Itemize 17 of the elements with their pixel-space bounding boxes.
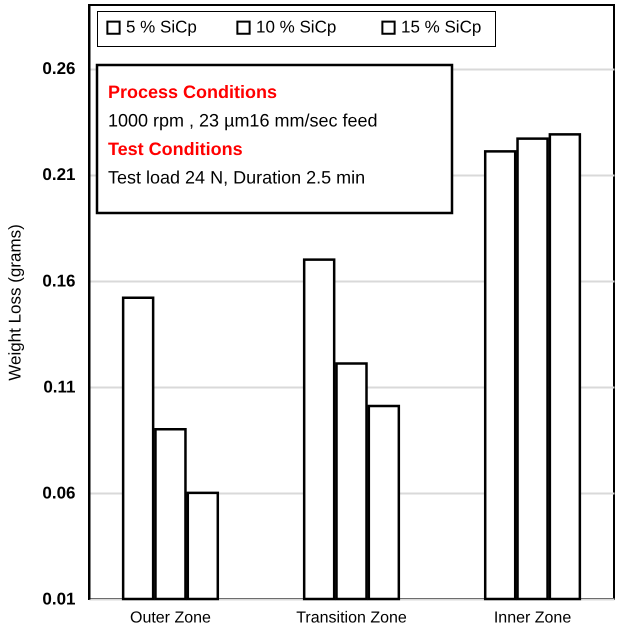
y-tick-label: 0.21	[42, 165, 76, 184]
y-tick-label: 0.11	[43, 377, 76, 396]
x-tick-label: Outer Zone	[130, 610, 212, 626]
annotation: Process Conditions	[108, 82, 278, 102]
x-tick-label: Inner Zone	[494, 610, 572, 626]
y-tick-label: 0.01	[42, 590, 76, 608]
y-tick-label: 0.16	[42, 271, 76, 290]
annotation: 1000 rpm , 23 µm16 mm/sec feed	[108, 110, 378, 130]
legend-label: 5 % SiCp	[126, 18, 197, 37]
legend-label: 10 % SiCp	[256, 18, 336, 37]
annotation: Test Conditions	[108, 139, 243, 159]
y-axis-title: Weight Loss (grams)	[5, 224, 24, 381]
y-tick-label: 0.26	[42, 59, 76, 78]
legend-label: 15 % SiCp	[401, 18, 482, 37]
y-tick-label: 0.06	[42, 483, 76, 502]
annotation: Test load 24 N, Duration 2.5 min	[108, 168, 366, 188]
x-tick-label: Transition Zone	[296, 610, 407, 626]
